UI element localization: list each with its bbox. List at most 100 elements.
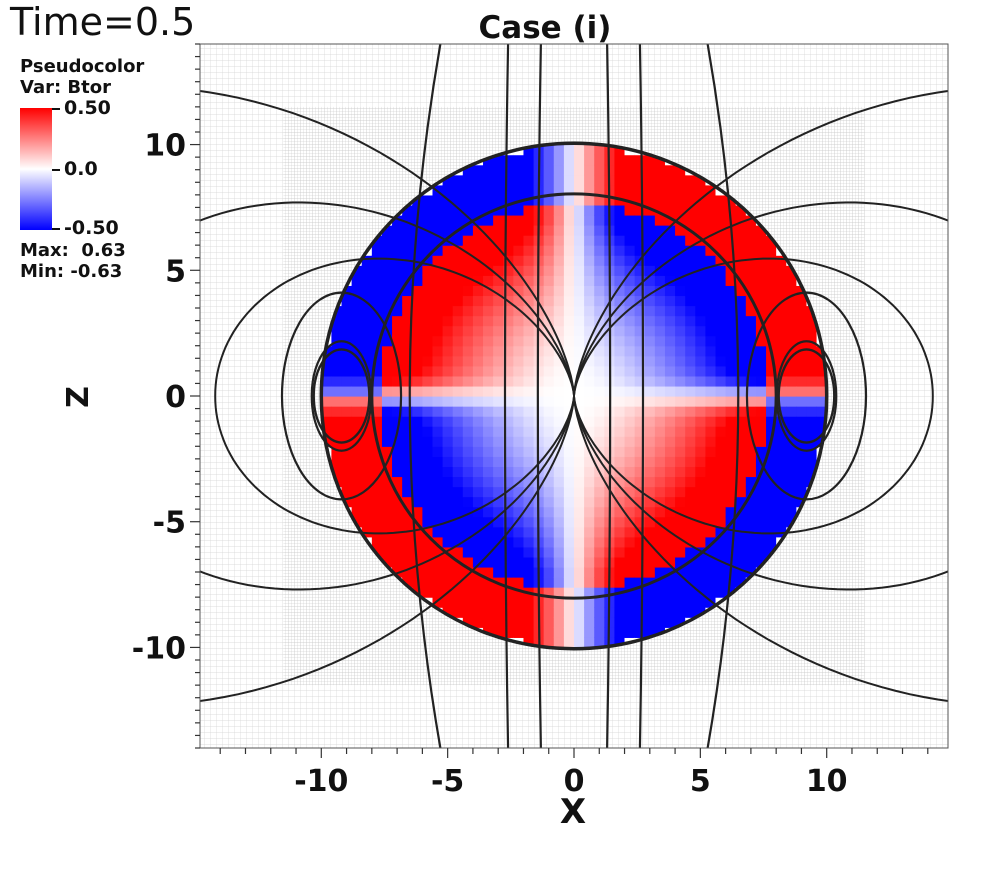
field-cell [381,275,393,286]
field-cell [543,396,555,407]
field-cell [462,446,474,457]
field-cell [462,335,474,347]
field-cell [563,426,575,437]
field-cell [371,245,383,256]
field-cell [553,225,565,236]
field-cell [371,416,383,427]
field-cell [563,335,575,347]
field-cell [462,486,474,498]
field-cell [675,526,686,538]
field-cell [472,506,484,518]
field-cell [462,305,474,317]
field-cell [664,396,676,407]
field-cell [664,275,676,286]
field-cell [563,375,575,387]
field-cell [725,536,737,548]
field-cell [483,566,494,578]
field-cell [442,436,454,447]
field-cell [644,556,656,568]
field-cell [685,587,696,598]
field-cell [493,486,504,498]
field-cell [371,235,383,246]
field-cell [432,265,444,276]
field-cell [412,526,423,538]
field-cell [523,426,535,437]
field-cell [624,486,636,498]
field-cell [735,486,747,498]
field-cell [735,305,747,317]
field-cell [594,164,605,176]
field-cell [624,265,636,276]
field-cell [766,385,777,397]
field-cell [664,436,676,447]
field-cell [705,255,717,266]
field-cell [654,365,666,377]
field-cell [462,516,474,528]
field-cell [331,365,343,377]
field-cell [452,214,464,226]
field-cell [624,225,636,236]
field-cell [483,506,494,518]
open-field-line [606,44,612,748]
field-cell [675,556,686,568]
field-cell [493,335,504,347]
field-cell [634,546,646,558]
field-cell [735,577,747,588]
field-cell [624,184,636,196]
field-cell [654,315,666,327]
field-cell [543,627,555,638]
field-cell [462,385,474,397]
field-cell [584,144,595,156]
field-cell [361,476,373,488]
field-cell [351,426,363,437]
field-cell [321,406,333,417]
field-cell [644,496,656,508]
field-cell [402,416,413,427]
field-cell [644,426,656,437]
field-cell [745,255,757,266]
field-cell [654,355,666,367]
field-cell [563,355,575,367]
field-cell [705,577,717,588]
field-cell [472,184,484,196]
field-cell [523,144,535,156]
field-cell [634,375,646,387]
field-cell [594,476,605,488]
field-cell [685,214,696,226]
field-cell [412,275,423,286]
field-cell [442,486,454,498]
field-cell [462,607,474,618]
field-cell [553,154,565,166]
field-cell [705,235,717,246]
field-cell [735,265,747,276]
field-cell [725,456,737,467]
field-cell [574,204,585,216]
field-cell [432,516,444,528]
field-cell [766,506,777,518]
colorbar-tick-max [52,108,60,110]
field-cell [452,456,464,467]
field-cell [472,466,484,478]
field-cell [735,516,747,528]
field-cell [503,406,514,417]
field-cell [664,476,676,488]
field-cell [624,597,636,608]
field-cell [654,526,666,538]
field-cell [574,335,585,347]
field-cell [452,375,464,387]
field-cell [361,285,373,297]
field-cell [816,355,827,367]
field-cell [462,426,474,437]
field-cell [442,597,454,608]
field-cell [442,355,454,367]
field-cell [402,375,413,387]
field-cell [553,174,565,186]
field-cell [422,265,434,276]
field-cell [361,255,373,266]
field-cell [725,245,737,256]
field-cell [735,225,747,236]
field-cell [553,516,565,528]
field-cell [675,335,686,347]
field-cell [503,617,514,628]
field-cell [371,295,383,307]
